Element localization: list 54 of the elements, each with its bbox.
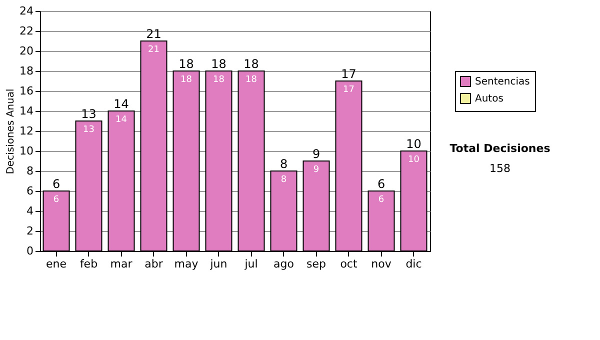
data-label: 21 [148, 45, 160, 55]
x-tick-label: ene [46, 258, 67, 270]
legend-label: Autos [475, 94, 504, 104]
y-tick-label: 4 [26, 204, 34, 218]
total-label: 6 [52, 177, 60, 191]
data-label: 18 [180, 75, 192, 85]
y-tick-label: 18 [20, 64, 34, 78]
total-label: 18 [178, 57, 194, 71]
x-tick-label: sep [306, 258, 326, 270]
total-label: 18 [211, 57, 226, 71]
x-tick-label: dic [406, 258, 422, 270]
x-tick-label: ago [274, 258, 294, 270]
y-tick-label: 20 [20, 44, 34, 58]
y-tick-label: 0 [26, 244, 34, 258]
y-tick-label: 24 [20, 4, 34, 18]
data-label: 18 [213, 75, 225, 85]
text: Total Decisiones [450, 142, 551, 155]
data-label: 14 [116, 115, 128, 125]
x-tick-label: abr [144, 258, 164, 270]
x-tick-label: feb [80, 258, 98, 270]
y-axis-title: Decisiones Anual [6, 88, 17, 174]
total-label: 9 [312, 147, 320, 161]
x-tick-label: mar [110, 258, 133, 270]
x-tick-label: oct [340, 258, 358, 270]
x-tick-label: nov [371, 258, 392, 270]
x-tick-label: may [174, 258, 199, 270]
data-label: 13 [83, 125, 94, 135]
data-label: 6 [53, 195, 60, 205]
legend-label: Sentencias [475, 76, 530, 88]
total-label: 8 [280, 157, 288, 171]
y-tick-label: 12 [20, 124, 34, 138]
y-tick-label: 16 [20, 84, 34, 98]
y-tick-label: 6 [26, 184, 34, 198]
data-label: 10 [408, 155, 420, 165]
y-tick-label: 2 [26, 224, 34, 238]
data-label: 6 [378, 195, 384, 205]
total-label: 6 [377, 177, 386, 191]
total-label: 13 [81, 107, 96, 121]
data-label: 8 [280, 175, 287, 185]
data-label: 18 [246, 75, 258, 85]
x-tick-label: jul [244, 258, 258, 270]
total-label: 14 [114, 97, 129, 111]
y-tick-label: 22 [20, 24, 34, 38]
x-tick-label: jun [209, 258, 228, 270]
total-label: 10 [406, 137, 422, 151]
y-tick-label: 8 [26, 164, 34, 178]
y-tick-label: 14 [20, 104, 34, 118]
data-label: 9 [313, 165, 320, 175]
y-tick-label: 10 [20, 144, 34, 158]
total-label: 21 [146, 27, 162, 41]
data-label: 17 [343, 85, 354, 95]
total-label: 17 [341, 67, 356, 81]
text: 158 [490, 162, 510, 175]
total-label: 18 [244, 57, 259, 71]
